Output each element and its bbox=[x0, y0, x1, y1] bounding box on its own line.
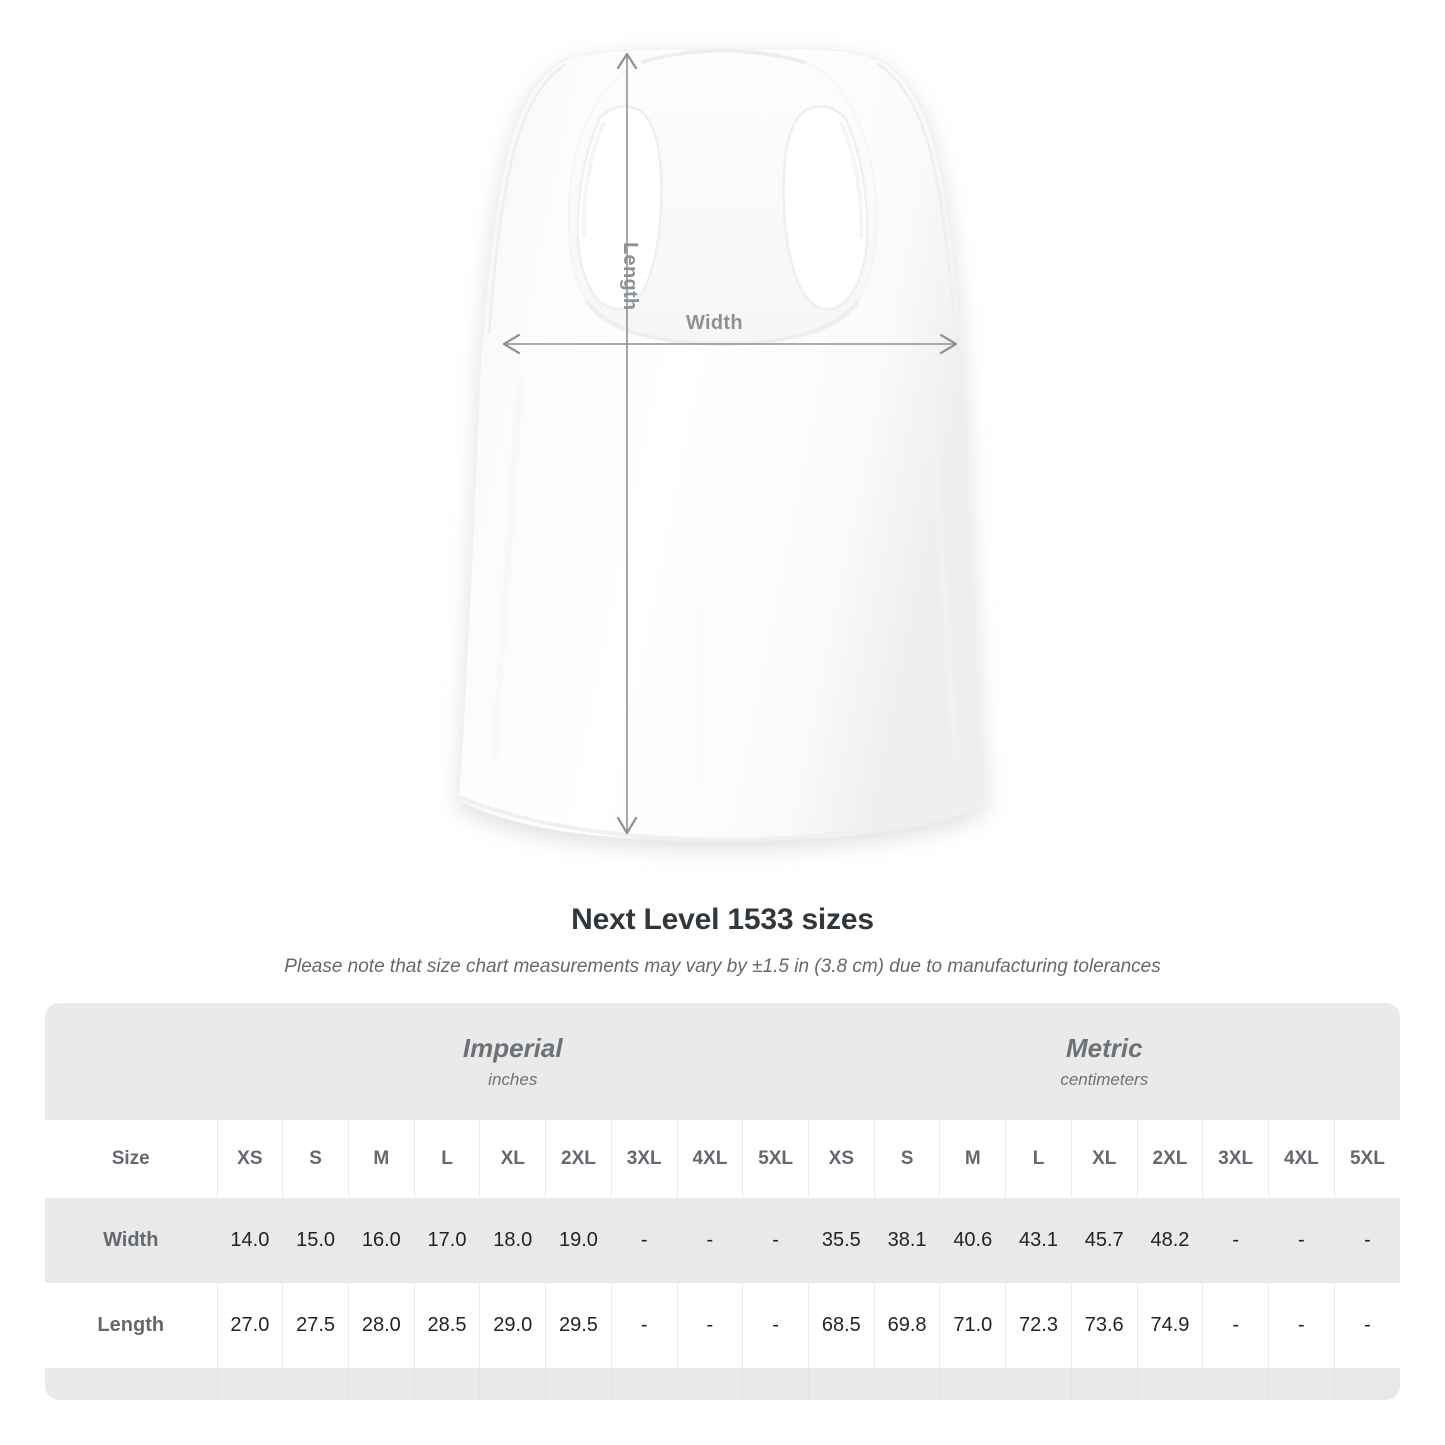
size-header-metric-s: S bbox=[873, 1120, 940, 1198]
right-armhole bbox=[782, 105, 869, 311]
cell-length-metric-l: 72.3 bbox=[1005, 1283, 1072, 1368]
cell-width-metric-5xl: - bbox=[1333, 1198, 1400, 1283]
cell-width-imperial-m: 16.0 bbox=[347, 1198, 415, 1283]
left-strap-seam bbox=[487, 62, 567, 335]
size-header-imperial-5xl: 5XL bbox=[742, 1120, 809, 1198]
cell-length-metric-3xl: - bbox=[1202, 1283, 1269, 1368]
cell-length-imperial-5xl: - bbox=[742, 1283, 809, 1368]
cell-width-imperial-3xl: - bbox=[610, 1198, 678, 1283]
tank-top-svg bbox=[457, 48, 987, 842]
unit-group-header-row: Imperial inches Metric centimeters bbox=[45, 1003, 1400, 1120]
page-title: Next Level 1533 sizes bbox=[571, 903, 874, 936]
size-header-imperial-4xl: 4XL bbox=[676, 1120, 743, 1198]
unit-group-metric: Metric centimeters bbox=[808, 1003, 1400, 1120]
cell-length-imperial-4xl: - bbox=[676, 1283, 743, 1368]
cell-width-imperial-xl: 18.0 bbox=[479, 1198, 546, 1283]
unit-group-imperial-name: Imperial bbox=[462, 1032, 563, 1063]
cell-width-imperial-5xl: - bbox=[742, 1198, 809, 1283]
cell-length-metric-xl: 73.6 bbox=[1070, 1283, 1138, 1368]
tolerance-note: Please note that size chart measurements… bbox=[284, 956, 1161, 977]
unit-group-metric-name: Metric bbox=[1065, 1032, 1143, 1063]
title-block: Next Level 1533 sizes Please note that s… bbox=[0, 900, 1445, 980]
size-header-imperial-3xl: 3XL bbox=[610, 1120, 678, 1198]
size-table-container: Imperial inches Metric centimeters Size … bbox=[45, 1003, 1400, 1400]
size-header-metric-xs: XS bbox=[807, 1120, 875, 1198]
cell-length-imperial-xs: 27.0 bbox=[216, 1283, 283, 1368]
neck-band bbox=[640, 49, 806, 65]
size-table: Imperial inches Metric centimeters Size … bbox=[45, 1003, 1400, 1400]
cell-length-metric-2xl: 74.9 bbox=[1136, 1283, 1203, 1368]
cell-length-metric-5xl: - bbox=[1333, 1283, 1400, 1368]
cell-length-metric-xs: 68.5 bbox=[807, 1283, 875, 1368]
size-header-imperial-2xl: 2XL bbox=[545, 1120, 612, 1198]
cell-width-metric-m: 40.6 bbox=[939, 1198, 1006, 1283]
unit-group-metric-sub: centimeters bbox=[1060, 1069, 1149, 1089]
row-label-length: Length bbox=[45, 1283, 217, 1368]
unit-header-spacer bbox=[45, 1003, 217, 1120]
length-guide bbox=[616, 52, 638, 835]
table-row: Width 14.0 15.0 16.0 17.0 18.0 19.0 - - … bbox=[45, 1198, 1400, 1283]
size-header-imperial-s: S bbox=[282, 1120, 349, 1198]
width-guide bbox=[502, 333, 958, 355]
right-strap-seam bbox=[877, 62, 957, 335]
cell-width-metric-xs: 35.5 bbox=[807, 1198, 875, 1283]
cell-width-metric-s: 38.1 bbox=[873, 1198, 940, 1283]
cell-width-imperial-l: 17.0 bbox=[413, 1198, 480, 1283]
cell-width-metric-3xl: - bbox=[1202, 1198, 1269, 1283]
cell-width-metric-l: 43.1 bbox=[1005, 1198, 1072, 1283]
row-label-width: Width bbox=[45, 1198, 217, 1283]
right-armhole-binding bbox=[839, 121, 864, 239]
table-row: Length 27.0 27.5 28.0 28.5 29.0 29.5 - -… bbox=[45, 1283, 1400, 1368]
table-footer-band bbox=[45, 1368, 1400, 1400]
cell-length-imperial-2xl: 29.5 bbox=[545, 1283, 612, 1368]
cell-length-imperial-3xl: - bbox=[610, 1283, 678, 1368]
cell-length-metric-4xl: - bbox=[1268, 1283, 1335, 1368]
left-armhole-binding bbox=[581, 121, 606, 239]
cell-length-imperial-xl: 29.0 bbox=[479, 1283, 546, 1368]
unit-group-imperial: Imperial inches bbox=[217, 1003, 809, 1120]
cell-width-imperial-s: 15.0 bbox=[282, 1198, 349, 1283]
cell-width-metric-4xl: - bbox=[1268, 1198, 1335, 1283]
hem-seam bbox=[458, 795, 986, 842]
size-header-imperial-xl: XL bbox=[479, 1120, 546, 1198]
cell-width-metric-2xl: 48.2 bbox=[1136, 1198, 1203, 1283]
cell-length-imperial-s: 27.5 bbox=[282, 1283, 349, 1368]
size-header-metric-m: M bbox=[939, 1120, 1006, 1198]
size-header-metric-3xl: 3XL bbox=[1202, 1120, 1269, 1198]
size-header-imperial-m: M bbox=[347, 1120, 415, 1198]
cell-length-imperial-m: 28.0 bbox=[347, 1283, 415, 1368]
size-header-imperial-l: L bbox=[413, 1120, 480, 1198]
size-header-metric-2xl: 2XL bbox=[1136, 1120, 1203, 1198]
size-header-metric-5xl: 5XL bbox=[1333, 1120, 1400, 1198]
size-header-metric-xl: XL bbox=[1070, 1120, 1138, 1198]
cell-length-metric-m: 71.0 bbox=[939, 1283, 1006, 1368]
size-header-metric-l: L bbox=[1005, 1120, 1072, 1198]
cell-width-imperial-4xl: - bbox=[676, 1198, 743, 1283]
garment-illustration: Width Length bbox=[457, 48, 987, 842]
size-corner-label: Size bbox=[45, 1120, 217, 1198]
cell-length-imperial-l: 28.5 bbox=[413, 1283, 480, 1368]
fabric-folds bbox=[490, 379, 960, 790]
unit-group-imperial-sub: inches bbox=[488, 1069, 538, 1089]
cell-width-imperial-xs: 14.0 bbox=[216, 1198, 283, 1283]
length-dimension-label: Length bbox=[619, 242, 641, 311]
width-dimension-label: Width bbox=[686, 312, 743, 334]
size-header-imperial-xs: XS bbox=[216, 1120, 283, 1198]
cell-length-metric-s: 69.8 bbox=[873, 1283, 940, 1368]
left-armhole bbox=[576, 105, 663, 311]
cell-width-imperial-2xl: 19.0 bbox=[545, 1198, 612, 1283]
cell-width-metric-xl: 45.7 bbox=[1070, 1198, 1138, 1283]
size-header-row: Size XS S M L XL 2XL 3XL 4XL 5XL XS S M … bbox=[45, 1120, 1400, 1198]
size-header-metric-4xl: 4XL bbox=[1268, 1120, 1335, 1198]
